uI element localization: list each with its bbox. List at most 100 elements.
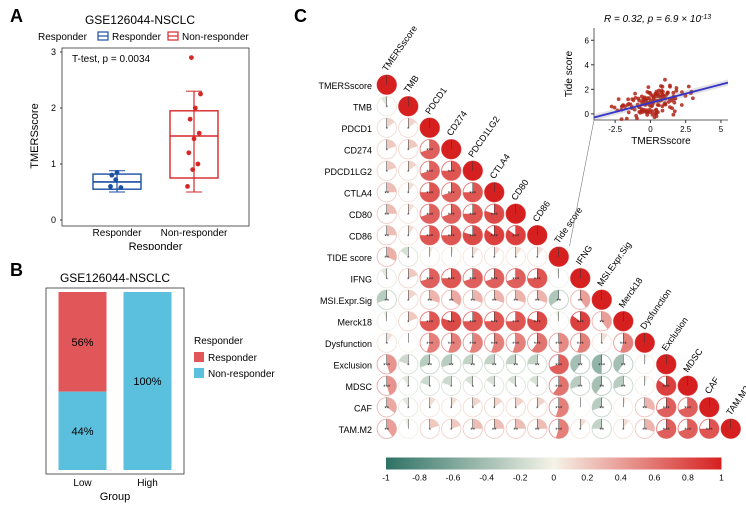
svg-text:***: *** xyxy=(555,342,563,348)
svg-text:**: ** xyxy=(384,428,389,434)
svg-text:***: *** xyxy=(555,406,563,412)
svg-text:***: *** xyxy=(383,385,391,391)
svg-text:***: *** xyxy=(448,234,456,240)
svg-text:*: * xyxy=(407,256,410,262)
svg-text:***: *** xyxy=(491,342,499,348)
svg-text:CAF: CAF xyxy=(703,375,722,396)
svg-text:*: * xyxy=(601,342,604,348)
svg-text:Responder: Responder xyxy=(194,336,244,347)
svg-text:**: ** xyxy=(535,363,540,369)
svg-text:CD274: CD274 xyxy=(344,146,372,156)
svg-text:IFNG: IFNG xyxy=(351,275,373,285)
panel-b-barplot: GSE126044-NSCLC56%44%Low100%HighGroupRes… xyxy=(20,268,285,508)
svg-text:***: *** xyxy=(448,213,456,219)
svg-text:**: ** xyxy=(535,299,540,305)
svg-text:2: 2 xyxy=(51,103,56,113)
svg-text:*: * xyxy=(472,406,475,412)
svg-text:***: *** xyxy=(491,213,499,219)
svg-text:*: * xyxy=(536,406,539,412)
svg-text:***: *** xyxy=(426,342,434,348)
svg-text:**: ** xyxy=(556,299,561,305)
svg-text:**: ** xyxy=(599,320,604,326)
svg-text:CD80: CD80 xyxy=(349,210,372,220)
svg-text:PDCD1: PDCD1 xyxy=(341,124,372,134)
svg-text:MDSC: MDSC xyxy=(346,382,373,392)
svg-text:-0.4: -0.4 xyxy=(479,473,494,483)
svg-text:Group: Group xyxy=(100,491,131,503)
svg-text:Responder: Responder xyxy=(93,228,143,239)
svg-text:***: *** xyxy=(663,385,671,391)
svg-text:TMB: TMB xyxy=(402,73,421,94)
svg-text:Non-responder: Non-responder xyxy=(182,32,249,43)
svg-text:*: * xyxy=(515,385,518,391)
svg-text:TIDE score: TIDE score xyxy=(327,253,372,263)
svg-text:0: 0 xyxy=(51,215,56,225)
svg-text:**: ** xyxy=(427,299,432,305)
svg-text:***: *** xyxy=(469,342,477,348)
svg-text:***: *** xyxy=(491,277,499,283)
svg-text:***: *** xyxy=(448,342,456,348)
svg-text:Merck18: Merck18 xyxy=(337,318,372,328)
svg-text:5: 5 xyxy=(719,125,724,134)
svg-text:*: * xyxy=(386,127,389,133)
svg-text:***: *** xyxy=(448,191,456,197)
svg-text:**: ** xyxy=(384,234,389,240)
svg-text:*: * xyxy=(407,406,410,412)
svg-text:TAM.M2: TAM.M2 xyxy=(339,425,372,435)
svg-text:*: * xyxy=(407,385,410,391)
svg-text:**: ** xyxy=(384,406,389,412)
svg-text:*: * xyxy=(450,406,453,412)
svg-text:*: * xyxy=(579,428,582,434)
svg-text:1: 1 xyxy=(51,159,56,169)
svg-text:*: * xyxy=(515,256,518,262)
svg-text:***: *** xyxy=(491,320,499,326)
svg-text:-2.5: -2.5 xyxy=(608,125,622,134)
svg-text:*: * xyxy=(407,299,410,305)
svg-text:0: 0 xyxy=(585,110,590,119)
svg-text:**: ** xyxy=(492,363,497,369)
svg-text:TMERSscore: TMERSscore xyxy=(29,103,41,168)
svg-text:***: *** xyxy=(426,320,434,326)
svg-text:CTLA4: CTLA4 xyxy=(344,189,372,199)
svg-text:***: *** xyxy=(512,342,520,348)
svg-text:GSE126044-NSCLC: GSE126044-NSCLC xyxy=(85,13,195,27)
svg-text:*: * xyxy=(407,277,410,283)
svg-text:TMERSscore: TMERSscore xyxy=(318,81,372,91)
svg-text:0: 0 xyxy=(648,125,653,134)
svg-text:***: *** xyxy=(663,406,671,412)
svg-text:***: *** xyxy=(512,234,520,240)
svg-text:***: *** xyxy=(620,342,628,348)
svg-text:***: *** xyxy=(426,234,434,240)
svg-text:*: * xyxy=(386,148,389,154)
svg-text:**: ** xyxy=(642,406,647,412)
svg-text:*: * xyxy=(429,385,432,391)
svg-text:**: ** xyxy=(492,299,497,305)
svg-text:**: ** xyxy=(599,406,604,412)
svg-text:**: ** xyxy=(535,428,540,434)
svg-text:***: *** xyxy=(555,428,563,434)
svg-text:***: *** xyxy=(426,170,434,176)
svg-text:**: ** xyxy=(578,385,583,391)
svg-text:***: *** xyxy=(448,170,456,176)
svg-text:-0.6: -0.6 xyxy=(446,473,461,483)
svg-text:56%: 56% xyxy=(71,337,93,349)
svg-text:-1: -1 xyxy=(382,473,390,483)
svg-text:***: *** xyxy=(555,385,563,391)
svg-text:100%: 100% xyxy=(133,376,161,388)
svg-text:MSI.Expr.Sig: MSI.Expr.Sig xyxy=(595,240,633,288)
svg-text:TAM.M2: TAM.M2 xyxy=(724,384,746,417)
svg-text:***: *** xyxy=(426,148,434,154)
svg-text:**: ** xyxy=(427,363,432,369)
svg-text:*: * xyxy=(450,385,453,391)
svg-text:1: 1 xyxy=(719,473,724,483)
svg-text:Tide score: Tide score xyxy=(552,205,584,245)
svg-text:CD274: CD274 xyxy=(445,109,469,138)
svg-text:4: 4 xyxy=(585,61,590,70)
svg-text:**: ** xyxy=(384,256,389,262)
svg-text:TMERSscore: TMERSscore xyxy=(380,24,419,74)
svg-text:0.6: 0.6 xyxy=(648,473,660,483)
svg-text:*: * xyxy=(407,170,410,176)
svg-text:**: ** xyxy=(449,299,454,305)
svg-text:**: ** xyxy=(642,428,647,434)
svg-text:PDCD1LG2: PDCD1LG2 xyxy=(324,167,372,177)
